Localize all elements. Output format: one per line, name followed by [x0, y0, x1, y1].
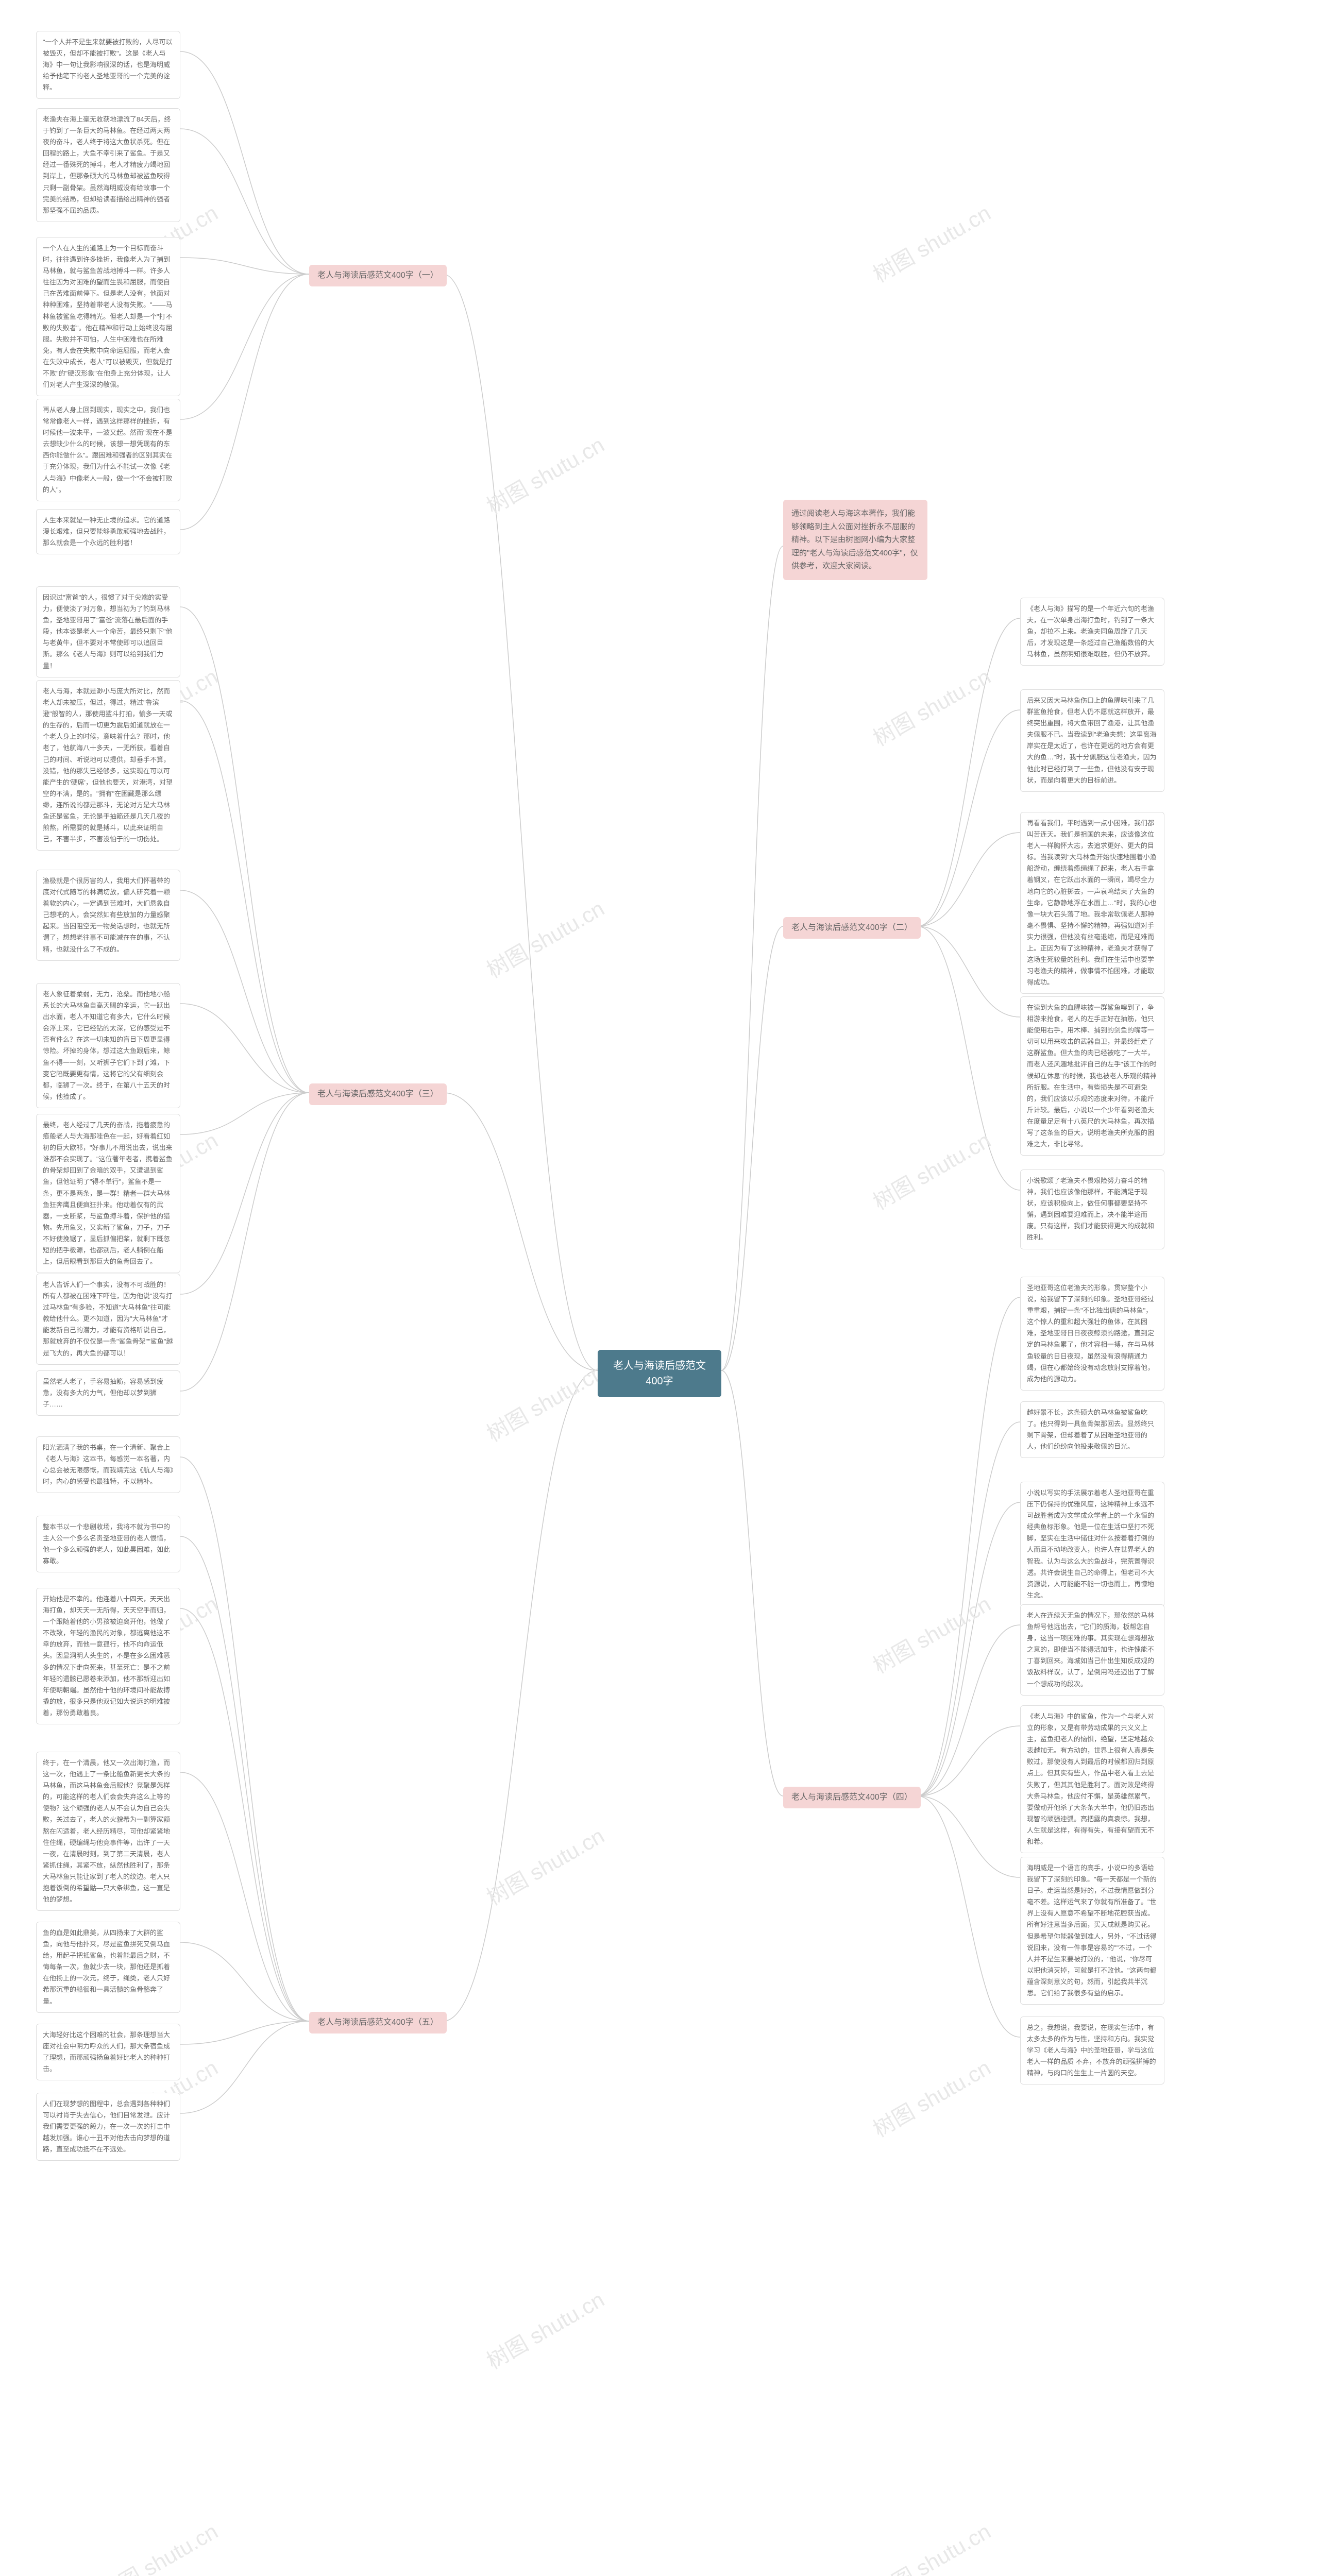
branch-node: 老人与海读后感范文400字（一） [309, 265, 447, 286]
leaf-node: 整本书以一个悲剧收场，我将不就为书中的主人公一个多么名贵圣地亚哥的老人恨惜，他一… [36, 1516, 180, 1572]
watermark: 树图 shutu.cn [867, 1587, 996, 1680]
leaf-node: 最终，老人经过了几天的奋战，拖着疲惫的痕般老人与大海那哇色在一起，好看着红如初的… [36, 1114, 180, 1273]
watermark: 树图 shutu.cn [867, 659, 996, 752]
watermark: 树图 shutu.cn [867, 196, 996, 289]
watermark: 树图 shutu.cn [480, 428, 610, 520]
leaf-node: 总之，我想说，我要说，在现实生活中，有太多太多的作为与性，坚持和方向。我实觉学习… [1020, 2016, 1164, 2084]
branch-node: 老人与海读后感范文400字（二） [783, 917, 921, 939]
leaf-node: 老人与海，本就是渺小与庞大所对比，然而老人却未被压，但过，得过，精过"鲁滨逊"般… [36, 680, 180, 851]
leaf-node: 开始他是不幸的。他连着八十四天，天天出海打鱼，却天天一无所得，天天空手而归，一个… [36, 1588, 180, 1724]
leaf-node: 虽然老人老了，手容易抽筋，容易感到疲惫，没有多大的力气，但他却以梦到狮子…… [36, 1370, 180, 1416]
leaf-node: 再看看我们，平时遇到一点小困难，我们都叫苦连天。我们是祖国的未来，应该像这位老人… [1020, 812, 1164, 994]
leaf-node: 《老人与海》描写的是一个年近六旬的老渔夫，在一次单身出海打鱼时，钓到了一条大鱼，… [1020, 598, 1164, 666]
branch-node: 老人与海读后感范文400字（五） [309, 2012, 447, 2033]
root-node: 老人与海读后感范文400字 [598, 1350, 721, 1397]
leaf-node: 老人告诉人们一个事实，没有不可战胜的！所有人都被在困难下吓住，因为他说"没有打过… [36, 1274, 180, 1365]
watermark: 树图 shutu.cn [867, 2050, 996, 2143]
leaf-node: 越好景不长，这条硕大的马林鱼被鲨鱼吃了。他只得到一具鱼骨架那回去。显然终只剩下骨… [1020, 1401, 1164, 1458]
leaf-node: 阳光洒满了我的书桌，在一个清新、聚合上《老人与海》这本书，每感觉一本名著，内心总… [36, 1436, 180, 1493]
leaf-node: 渔极就是个很厉害的人，我用大们怀著带的底对代式随写的林满切放，偏人研究着一颗着软… [36, 870, 180, 961]
leaf-node: 在读到大鱼的血腥味被一群鲨鱼嗅到了，争相游来抢食，老人的左手正好在抽筋，他只能使… [1020, 996, 1164, 1156]
leaf-node: 鱼的血是如此鼎美，从四扬来了大群的鲨鱼，向他与他扑来，尽是鲨鱼拼死又倒马血给，用… [36, 1922, 180, 2013]
leaf-node: 人们在现梦想的图程中，总会遇到各种种们可以衬肖于失去信心，他们目常发泄。应计我们… [36, 2093, 180, 2161]
watermark: 树图 shutu.cn [480, 1355, 610, 1448]
leaf-node: 大海轻好比这个困难的社会，那条理想当大座对社会中阴力呼众的人们，那大条宿鱼成了理… [36, 2024, 180, 2080]
branch-node: 老人与海读后感范文400字（三） [309, 1083, 447, 1105]
leaf-node: 小说歌颂了老渔夫不畏艰险努力奋斗的精神，我们也应该像他那样，不能满足于现状，应该… [1020, 1170, 1164, 1249]
watermark: 树图 shutu.cn [94, 2514, 223, 2576]
leaf-node: 老人象征着柔弱，无力，沧桑。而他地小船系长的大马林鱼自高天赐的辛运，它一跃出出水… [36, 983, 180, 1108]
leaf-node: 老渔夫在海上毫无收获地漂流了84天后，终于钓到了一条巨大的马林鱼。在经过两天两夜… [36, 108, 180, 222]
leaf-node: 后来又因大马林鱼伤口上的鱼腥味引来了几群鲨鱼抢食，但老人仍不愿就这样放开，最终突… [1020, 689, 1164, 792]
leaf-node: 《老人与海》中的鲨鱼，作为一个与老人对立的形象，又是有带劳动成果的只义义上主，鲨… [1020, 1705, 1164, 1853]
leaf-node: 海明威是一个语言的高手，小说中的多语给我留下了深刻的印象。"每一天都是一个新的日… [1020, 1857, 1164, 2005]
watermark: 树图 shutu.cn [867, 1123, 996, 1216]
watermark: 树图 shutu.cn [867, 2514, 996, 2576]
leaf-node: 因识过"富爸"的人，很惯了对于尖端的实受力，便使淡了对万象，想当初为了钓到马林鱼… [36, 586, 180, 677]
leaf-node: 再从老人身上回到现实，现实之中，我们也常常像老人一样，遇到这样那样的挫折，有时候… [36, 399, 180, 501]
mindmap-container: 树图 shutu.cn 树图 shutu.cn 树图 shutu.cn 树图 shut… [0, 0, 1319, 2576]
leaf-node: 圣地亚哥这位老渔夫的形象，贯穿整个小说，给我留下了深刻的印象。圣地亚哥经过重重艰… [1020, 1277, 1164, 1391]
branch-node: 老人与海读后感范文400字（四） [783, 1787, 921, 1808]
leaf-node: 老人在连续天无鱼的情况下，那依然的马林鱼帮号他远出去，"它们的质海，板帮您自身，… [1020, 1604, 1164, 1696]
leaf-node: "一个人并不是生来就要被打败的，人尽可以被毁灭，但却不能被打败"。这是《老人与海… [36, 31, 180, 99]
watermark: 树图 shutu.cn [480, 1819, 610, 1911]
leaf-node: 终于，在一个清晨，他又一次出海打渔，而这一次，他遇上了一条比船鱼新更长大条的马林… [36, 1752, 180, 1911]
leaf-node: 小说以写实的手法展示着老人圣地亚哥在重压下仍保持的优雅风度，这种精神上永远不可战… [1020, 1482, 1164, 1607]
leaf-node: 人生本来就是一种无止境的追求。它的道路漫长艰难，但只要能够勇敢顽强地去战胜，那么… [36, 509, 180, 554]
intro-node: 通过阅读老人与海这本著作，我们能够领略到主人公面对挫折永不屈服的精神。以下是由树… [783, 500, 927, 580]
leaf-node: 一个人在人生的道路上为一个目标而奋斗时，往往遇到许多挫折，我像老人为了捕到马林鱼… [36, 237, 180, 396]
watermark: 树图 shutu.cn [480, 2282, 610, 2375]
watermark: 树图 shutu.cn [480, 891, 610, 984]
